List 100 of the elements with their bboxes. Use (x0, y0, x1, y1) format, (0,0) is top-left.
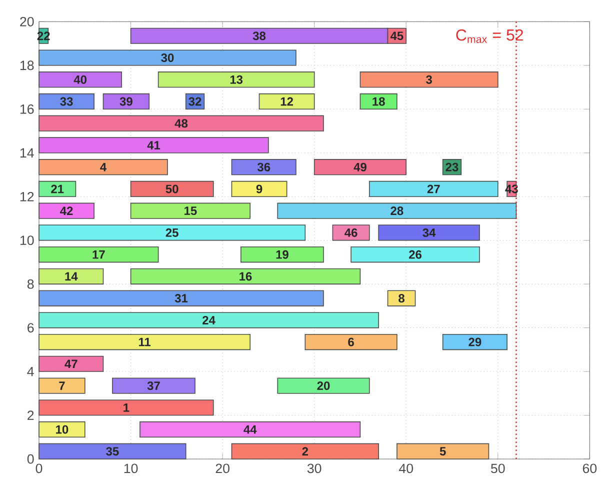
y-tick-label: 2 (28, 410, 34, 420)
bar (130, 268, 361, 284)
x-tick-label: 30 (307, 464, 322, 474)
ref-line-label: C$_{max}$ = 52 (456, 29, 523, 44)
bar (231, 159, 296, 176)
bar (314, 159, 407, 176)
series-label: 12 (280, 97, 293, 106)
bar (396, 443, 490, 460)
bar (38, 443, 186, 460)
series-label: 14 (65, 272, 78, 281)
series-label: 25 (166, 228, 178, 237)
series-label: 1 (124, 403, 130, 412)
series-label: 37 (147, 381, 160, 390)
series-label: 28 (390, 206, 404, 216)
bar (38, 137, 269, 154)
bar (38, 378, 86, 394)
y-tick-label: 6 (28, 323, 34, 333)
series-label: 18 (372, 97, 385, 106)
series-label: 10 (56, 425, 68, 434)
series-label: 8 (398, 294, 404, 303)
series-label: 48 (174, 119, 188, 128)
series-label: 19 (276, 250, 288, 259)
bar (38, 50, 296, 66)
bar (258, 93, 315, 110)
series-label: 42 (60, 206, 73, 216)
bar (231, 443, 379, 460)
series-label: 11 (138, 338, 151, 346)
bar (102, 93, 150, 110)
series-label: 16 (240, 272, 252, 281)
series-label: 15 (184, 206, 197, 216)
series-label: 13 (230, 75, 243, 84)
bar (277, 378, 370, 394)
bar (38, 268, 104, 284)
x-tick-label: 10 (124, 464, 138, 474)
bar (130, 202, 250, 219)
bar (38, 202, 94, 219)
y-tick-label: 12 (20, 192, 34, 202)
y-tick-label: 16 (20, 104, 34, 114)
y-tick-label: 18 (20, 60, 34, 70)
bar (38, 356, 104, 372)
series-label: 21 (51, 184, 64, 194)
bar (158, 72, 315, 88)
bar (277, 202, 517, 219)
series-label: 33 (60, 97, 73, 106)
series-label: 7 (59, 382, 65, 390)
bar (38, 312, 379, 328)
series-label: 32 (188, 97, 202, 106)
y-tick-label: 4 (27, 366, 34, 376)
bar (112, 378, 196, 394)
bar (38, 246, 159, 263)
bar (240, 246, 324, 263)
series-label: 17 (92, 250, 105, 259)
bar (38, 290, 324, 306)
y-tick-label: 0 (27, 454, 34, 464)
series-label: 29 (468, 338, 482, 346)
bar (38, 421, 86, 438)
bar (378, 224, 480, 241)
bar (360, 93, 398, 110)
series-label: 3 (426, 75, 432, 84)
series-label: 27 (427, 184, 440, 194)
series-label: 31 (174, 294, 188, 303)
bar (38, 400, 214, 416)
bar (38, 159, 168, 176)
series-label: 20 (317, 381, 330, 390)
x-tick-label: 40 (399, 464, 414, 474)
x-tick-label: 60 (582, 464, 597, 474)
series-label: 2 (302, 447, 308, 456)
series-label: 35 (106, 447, 119, 456)
bar (140, 421, 361, 438)
x-tick-label: 0 (36, 464, 42, 474)
series-label: 49 (354, 162, 366, 172)
y-tick-label: 14 (20, 148, 34, 158)
series-label: 47 (64, 360, 78, 368)
y-tick-label: 10 (20, 236, 34, 246)
series-label: 23 (446, 162, 458, 172)
series-label: 6 (348, 338, 354, 346)
series-label: 24 (202, 316, 216, 324)
bar (38, 224, 306, 241)
bar (350, 246, 480, 263)
series-label: 45 (390, 32, 404, 40)
bar (38, 180, 76, 197)
series-label: 9 (256, 184, 262, 194)
bar (130, 180, 214, 197)
y-tick-label: 20 (20, 16, 34, 26)
bar (231, 180, 288, 197)
bar (304, 334, 398, 350)
bar (369, 180, 498, 197)
series-label: 41 (147, 141, 160, 150)
series-label: 44 (244, 425, 257, 434)
bar (332, 224, 370, 241)
series-label: 34 (422, 228, 436, 237)
series-label: 30 (161, 53, 174, 62)
y-tick-label: 8 (27, 279, 34, 289)
x-tick-label: 50 (491, 464, 505, 474)
bar (442, 334, 508, 350)
bar (360, 72, 498, 88)
bar (38, 93, 94, 110)
series-label: 46 (344, 228, 358, 237)
series-label: 36 (257, 162, 270, 172)
series-label: 38 (252, 32, 266, 40)
